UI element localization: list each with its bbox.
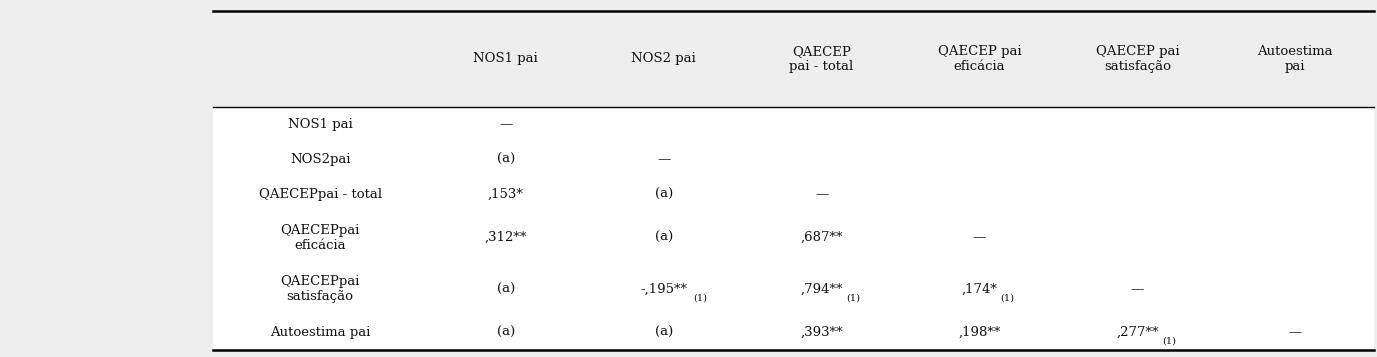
Text: ,312**: ,312** (485, 231, 527, 244)
Text: Autoestima
pai: Autoestima pai (1257, 45, 1333, 73)
Text: ,794**: ,794** (800, 283, 843, 296)
Text: —: — (974, 231, 986, 244)
Text: —: — (500, 118, 512, 131)
Bar (213, 107, 1374, 350)
Text: —: — (1289, 326, 1301, 339)
Text: ,687**: ,687** (800, 231, 843, 244)
Text: (a): (a) (654, 326, 673, 339)
Text: NOS2pai: NOS2pai (291, 153, 350, 166)
Text: (1): (1) (1162, 337, 1176, 346)
Text: (a): (a) (497, 283, 515, 296)
Text: (1): (1) (693, 293, 706, 303)
Text: —: — (815, 188, 828, 201)
Text: ,277**: ,277** (1117, 326, 1158, 339)
Text: (1): (1) (847, 293, 861, 303)
Text: QAECEPpai
satisfação: QAECEPpai satisfação (281, 275, 359, 303)
Text: Autoestima pai: Autoestima pai (270, 326, 370, 339)
Text: QAECEPpai - total: QAECEPpai - total (259, 188, 381, 201)
Text: —: — (1131, 283, 1144, 296)
Text: ,393**: ,393** (800, 326, 843, 339)
Text: (a): (a) (497, 326, 515, 339)
Text: (1): (1) (1000, 293, 1015, 303)
Text: QAECEP pai
eficácia: QAECEP pai eficácia (938, 45, 1022, 73)
Text: NOS1 pai: NOS1 pai (474, 52, 538, 65)
Text: QAECEP
pai - total: QAECEP pai - total (789, 45, 854, 73)
Text: ,198**: ,198** (958, 326, 1001, 339)
Text: NOS2 pai: NOS2 pai (631, 52, 697, 65)
Bar (213, 11, 1374, 107)
Text: QAECEPpai
eficácia: QAECEPpai eficácia (281, 223, 359, 252)
Text: NOS1 pai: NOS1 pai (288, 118, 353, 131)
Text: (a): (a) (654, 188, 673, 201)
Text: ,174*: ,174* (961, 283, 997, 296)
Text: ,153*: ,153* (487, 188, 523, 201)
Text: (a): (a) (654, 231, 673, 244)
Text: (a): (a) (497, 153, 515, 166)
Text: —: — (657, 153, 671, 166)
Text: -,195**: -,195** (640, 283, 687, 296)
Text: QAECEP pai
satisfação: QAECEP pai satisfação (1096, 45, 1179, 73)
